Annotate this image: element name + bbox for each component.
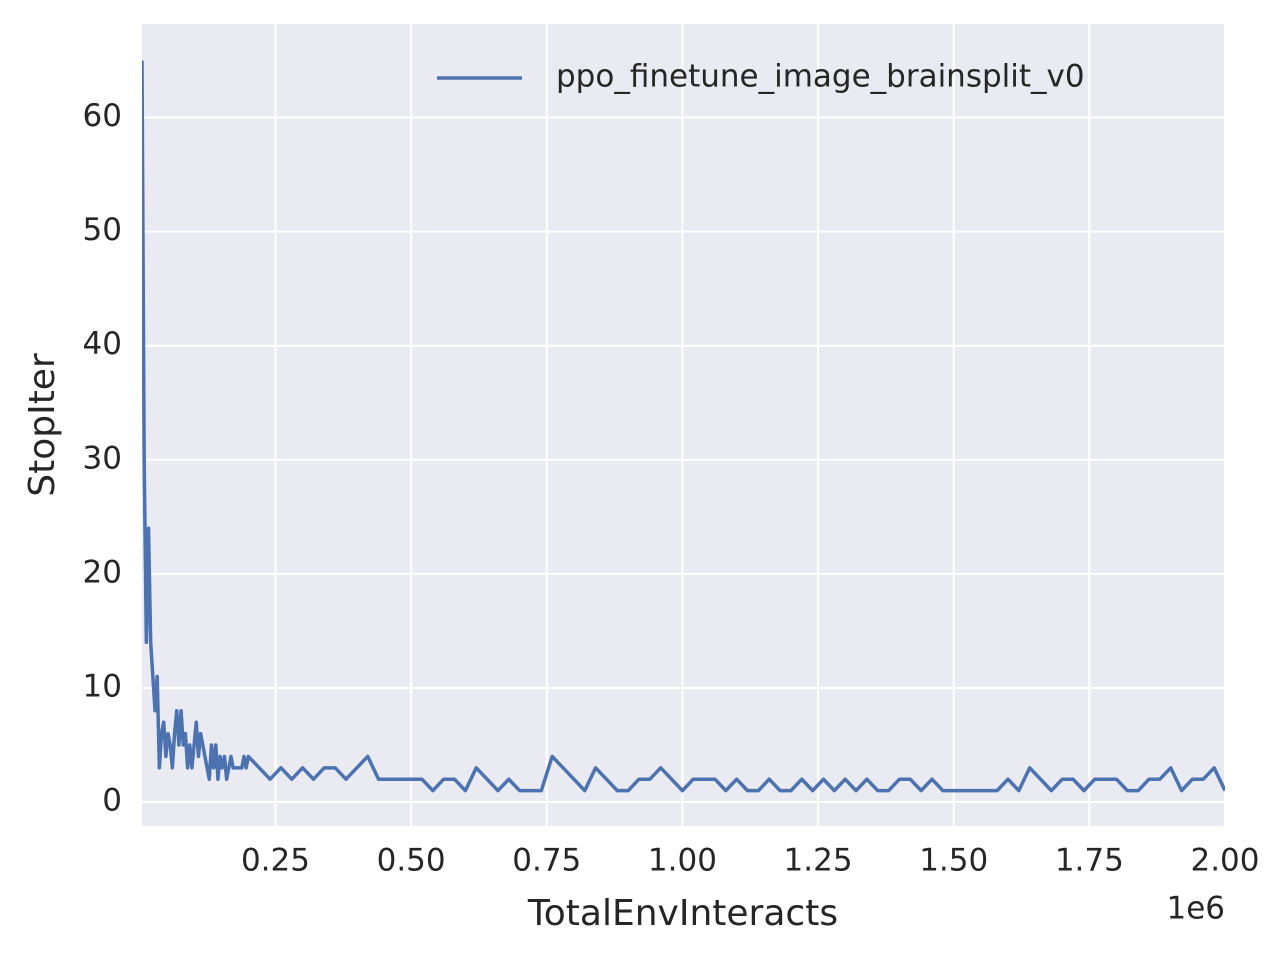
x-tick-label: 0.75	[512, 843, 581, 879]
x-tick-label: 1.00	[648, 843, 717, 879]
y-tick-label: 0	[102, 783, 122, 819]
y-axis-label: StopIter	[22, 353, 63, 497]
x-tick-label: 0.50	[377, 843, 446, 879]
x-axis-label: TotalEnvInteracts	[527, 893, 838, 934]
y-tick-label: 40	[83, 326, 122, 362]
legend-label: ppo_finetune_image_brainsplit_v0	[556, 59, 1085, 95]
x-offset-label: 1e6	[1166, 891, 1225, 927]
x-tick-label: 1.50	[919, 843, 988, 879]
plot-area	[142, 24, 1225, 826]
y-tick-label: 10	[83, 668, 122, 704]
y-tick-label: 60	[83, 98, 122, 134]
y-tick-label: 50	[83, 212, 122, 248]
y-tick-label: 30	[83, 440, 122, 476]
y-tick-label: 20	[83, 554, 122, 590]
data-line	[142, 60, 1225, 793]
x-tick-label: 1.75	[1055, 843, 1124, 879]
x-tick-label: 2.00	[1190, 843, 1259, 879]
x-tick-label: 1.25	[784, 843, 853, 879]
x-tick-label: 0.25	[241, 843, 310, 879]
